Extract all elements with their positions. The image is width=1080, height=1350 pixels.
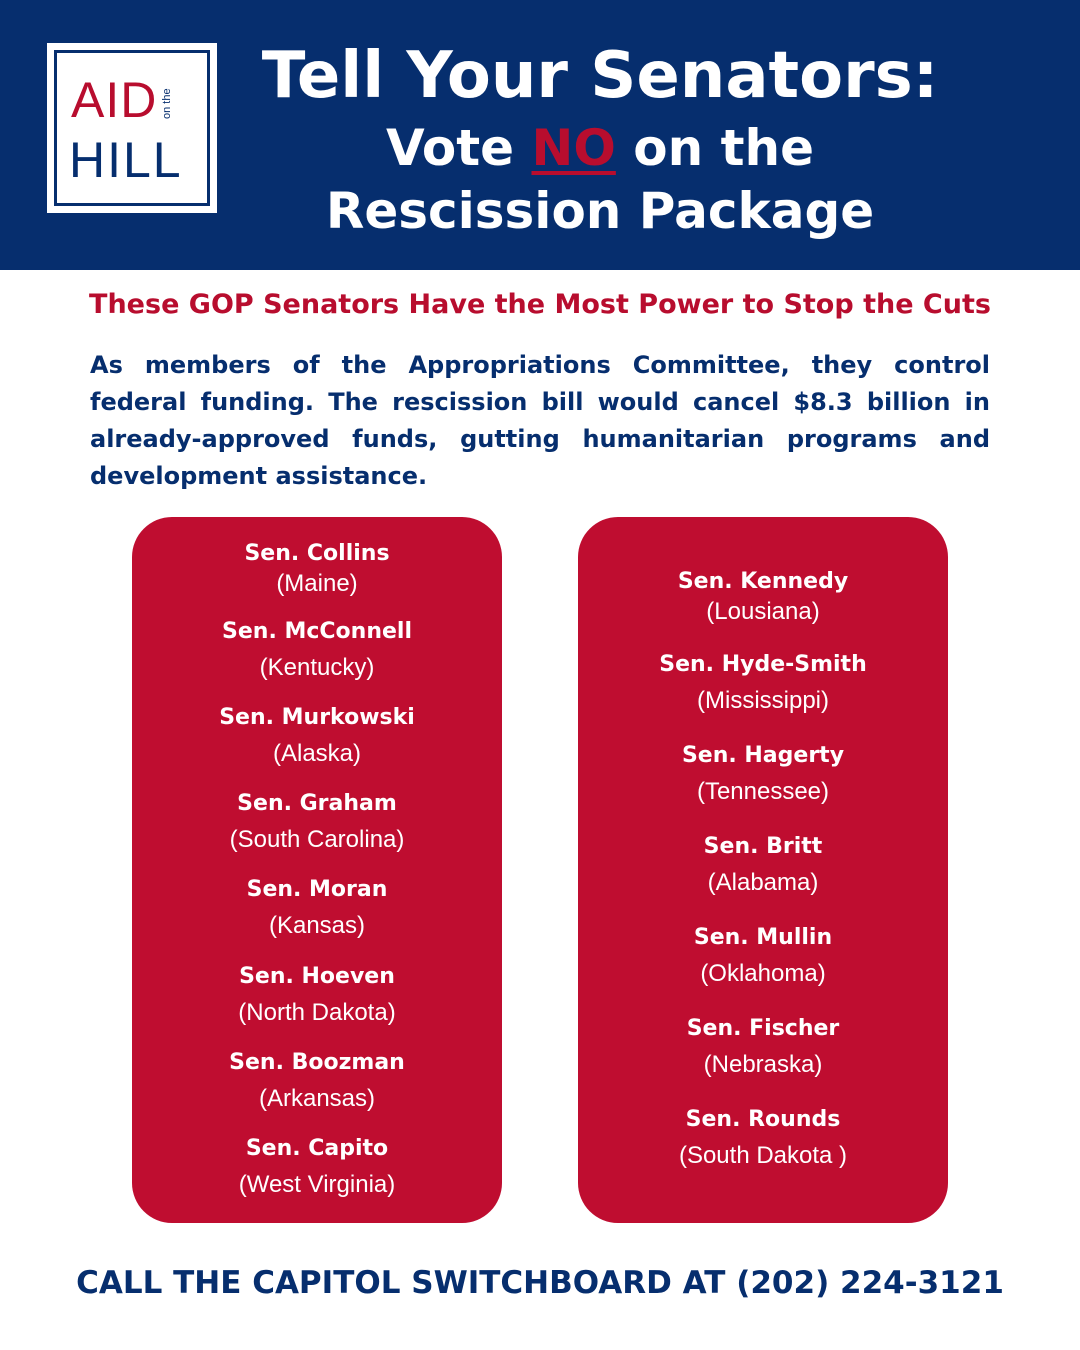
senator-name: Sen. Capito <box>245 1136 389 1161</box>
senator-state: (Nebraska) <box>703 1051 823 1078</box>
senator-name: Sen. Boozman <box>229 1050 405 1075</box>
senator-state: (Alabama) <box>707 869 819 896</box>
senator-state: (Kentucky) <box>259 654 375 681</box>
senator-entry: Sen. Hyde-Smith (Mississippi) <box>578 650 948 716</box>
senator-card-left: Sen. Collins (Maine) Sen. McConnell (Ken… <box>132 517 502 1223</box>
senator-state: (Kansas) <box>268 912 366 939</box>
headline-no-emphasis: NO <box>531 119 616 177</box>
senator-name: Sen. Mullin <box>693 925 833 950</box>
senator-state: (West Virginia) <box>238 1171 396 1198</box>
senator-state: (Mississippi) <box>697 687 829 714</box>
body-paragraph: As members of the Appropriations Committ… <box>90 351 990 490</box>
senator-name: Sen. Hyde-Smith <box>659 652 867 677</box>
senator-entry: Sen. Moran (Kansas) <box>132 875 502 941</box>
senator-name: Sen. Moran <box>246 877 388 902</box>
senator-state: (South Carolina) <box>229 826 405 853</box>
senator-entry: Sen. Hoeven (North Dakota) <box>132 962 502 1028</box>
headline-vote: Vote <box>385 119 532 177</box>
senator-state: (South Dakota ) <box>678 1142 848 1169</box>
senator-name: Sen. Hoeven <box>239 964 395 989</box>
senator-entry: Sen. Graham (South Carolina) <box>132 789 502 855</box>
call-to-action-phone: CALL THE CAPITOL SWITCHBOARD AT (202) 22… <box>76 1265 1004 1301</box>
senator-name: Sen. Collins <box>244 541 390 566</box>
header-banner: AID on the HILL Tell Your Senators: Vote… <box>0 0 1080 270</box>
senator-state: (Maine) <box>276 570 358 597</box>
headline-line-2: Vote NO on the <box>230 118 970 178</box>
senator-state: (Tennessee) <box>696 778 830 805</box>
senator-entry: Sen. Hagerty (Tennessee) <box>578 741 948 807</box>
senator-name: Sen. Britt <box>703 834 823 859</box>
senator-entry: Sen. Capito (West Virginia) <box>132 1134 502 1200</box>
headline-line-3: Rescission Package <box>325 182 875 240</box>
headline-on-the: on the <box>615 119 815 177</box>
senator-state: (Lousiana) <box>706 598 820 625</box>
senator-entry: Sen. Rounds (South Dakota ) <box>578 1105 948 1171</box>
senator-entry: Sen. Kennedy (Lousiana) <box>578 567 948 627</box>
logo-word-on-the: on the <box>161 88 173 120</box>
senator-name: Sen. Rounds <box>685 1107 841 1132</box>
senator-state: (North Dakota) <box>238 999 396 1026</box>
senator-name: Sen. Fischer <box>686 1016 840 1041</box>
senator-entry: Sen. Collins (Maine) <box>132 539 502 599</box>
senator-name: Sen. Hagerty <box>681 743 845 768</box>
senator-entry: Sen. Mullin (Oklahoma) <box>578 923 948 989</box>
senator-state: (Alaska) <box>272 740 362 767</box>
senator-entry: Sen. Murkowski (Alaska) <box>132 703 502 769</box>
senator-state: (Oklahoma) <box>700 960 826 987</box>
logo-word-hill: HILL <box>69 132 183 188</box>
headline-line-1: Tell Your Senators: <box>261 39 939 113</box>
aid-on-the-hill-logo: AID on the HILL <box>47 43 217 213</box>
senator-name: Sen. Murkowski <box>219 705 415 730</box>
logo-frame: AID on the HILL <box>54 50 210 206</box>
senator-name: Sen. McConnell <box>222 619 412 644</box>
senator-state: (Arkansas) <box>258 1085 376 1112</box>
senator-entry: Sen. Fischer (Nebraska) <box>578 1014 948 1080</box>
senator-name: Sen. Graham <box>237 791 397 816</box>
senator-entry: Sen. McConnell (Kentucky) <box>132 617 502 683</box>
senator-entry: Sen. Britt (Alabama) <box>578 832 948 898</box>
senator-entry: Sen. Boozman (Arkansas) <box>132 1048 502 1114</box>
subheading: These GOP Senators Have the Most Power t… <box>89 289 991 320</box>
senator-name: Sen. Kennedy <box>677 569 849 594</box>
logo-word-aid: AID <box>71 72 158 128</box>
senator-card-right: Sen. Kennedy (Lousiana) Sen. Hyde-Smith … <box>578 517 948 1223</box>
